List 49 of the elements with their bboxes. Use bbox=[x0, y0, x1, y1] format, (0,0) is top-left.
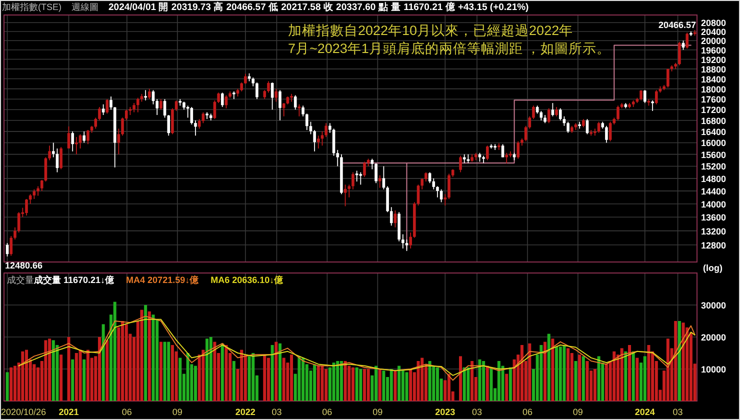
annotation: 加權指數自2022年10月以來，已經超過2022年7月~2023年1月頭肩底的兩倍等幅測距 ，如圖所示。 bbox=[288, 23, 611, 56]
y-tick-label: 10000 bbox=[701, 364, 726, 374]
y-tick-label: 13200 bbox=[701, 226, 726, 236]
x-tick-label: 09 bbox=[572, 407, 583, 417]
text: MA6 20636.10↓億 bbox=[210, 275, 284, 285]
chart-title: 成交量 bbox=[7, 275, 34, 285]
text: 2024/04/01 開 20319.73 高 20466.57 低 20217.58 收 20337.60 點 量 11670.21 億 +43.15 (+0.21%) bbox=[108, 1, 529, 13]
y-tick-label: 19600 bbox=[701, 45, 726, 56]
y-tick-label: 16000 bbox=[701, 138, 726, 148]
x-tick-label: 2020/10/26 bbox=[1, 407, 46, 417]
x-tick-label: 2021 bbox=[58, 407, 79, 417]
y-tick-label: 15600 bbox=[701, 150, 726, 160]
x-tick-label: 2024 bbox=[634, 407, 655, 417]
y-tick-label: 18000 bbox=[701, 84, 726, 94]
y-tick-label: 18400 bbox=[701, 74, 726, 84]
y-tick-label: 30000 bbox=[701, 300, 726, 310]
y-tick-label: 20000 bbox=[701, 332, 726, 342]
x-tick-label: 03 bbox=[272, 407, 282, 417]
text: (log) bbox=[703, 263, 722, 273]
x-tick-label: 06 bbox=[122, 407, 132, 417]
annotation: 20466.57 bbox=[658, 20, 696, 30]
x-tick-label: 06 bbox=[522, 407, 532, 417]
y-tick-label: 12800 bbox=[701, 240, 726, 250]
x-tick-label: 09 bbox=[372, 407, 383, 417]
y-tick-label: 20000 bbox=[701, 36, 726, 46]
y-tick-label: 16400 bbox=[701, 126, 726, 137]
x-tick-label: 09 bbox=[172, 407, 182, 417]
y-tick-label: 20400 bbox=[701, 27, 726, 38]
x-tick-label: 06 bbox=[322, 407, 332, 417]
y-tick-label: 16800 bbox=[701, 116, 726, 126]
x-tick-label: 2023 bbox=[435, 407, 456, 417]
y-tick-label: 14800 bbox=[701, 174, 726, 184]
y-tick-label: 18800 bbox=[701, 64, 726, 74]
y-tick-label: 20800 bbox=[701, 18, 726, 28]
y-tick-label: 19200 bbox=[701, 54, 726, 65]
y-tick-label: 17200 bbox=[701, 105, 726, 116]
x-tick-label: 2022 bbox=[235, 407, 256, 417]
chart-title: 加權指數(TSE) bbox=[2, 2, 62, 12]
y-tick-label: 14400 bbox=[701, 186, 726, 196]
annotation: 12480.66 bbox=[5, 260, 43, 270]
chart-subtitle: 週線圖 bbox=[72, 2, 98, 12]
series-label: 成交量 11670.21↓億 bbox=[33, 275, 116, 285]
y-tick-label: 13600 bbox=[701, 212, 726, 223]
text: MA4 20721.59↓億 bbox=[126, 275, 200, 285]
x-tick-label: 03 bbox=[672, 407, 683, 417]
y-tick-label: 15200 bbox=[701, 162, 726, 172]
x-tick-label: 03 bbox=[472, 407, 482, 417]
y-tick-label: 14000 bbox=[701, 199, 726, 210]
y-tick-label: 17600 bbox=[701, 94, 726, 105]
